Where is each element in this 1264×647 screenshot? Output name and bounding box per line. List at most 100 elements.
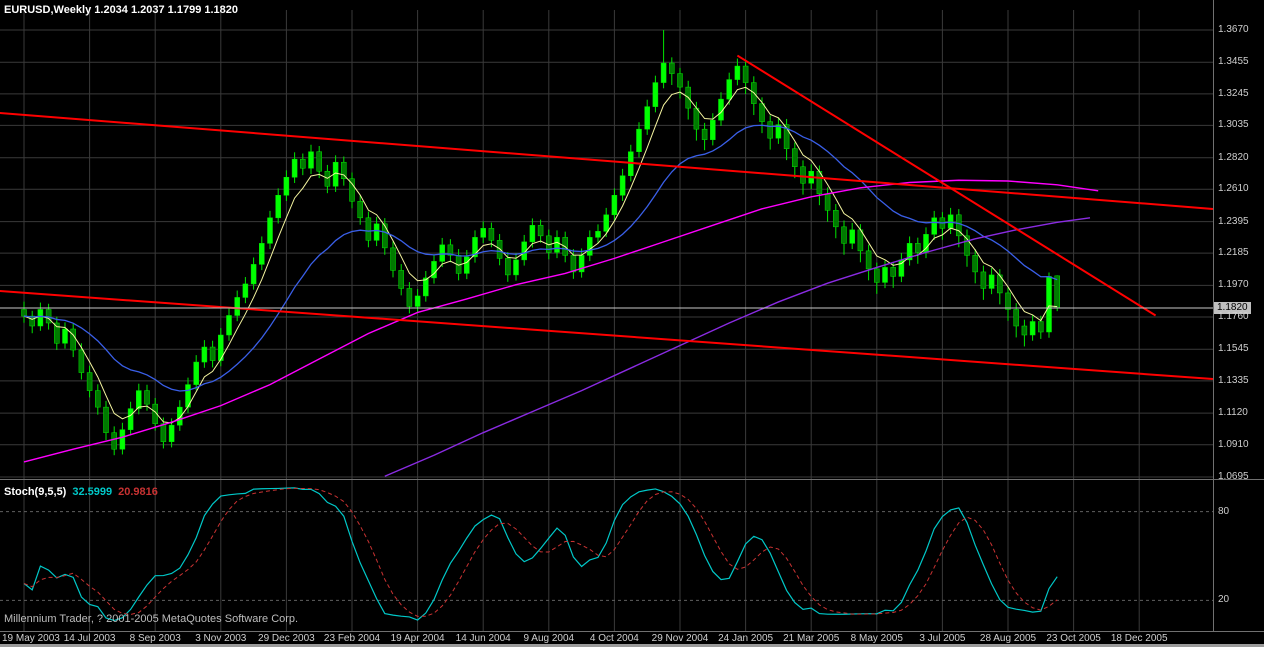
trendline [0, 111, 1214, 210]
stochastic-layer [23, 487, 1058, 622]
candle-body [488, 228, 495, 241]
candle-body [464, 256, 470, 274]
candle-body [78, 349, 85, 373]
candle-body [127, 408, 134, 430]
price-axis-label: 1.1120 [1218, 407, 1248, 419]
ma-slow-magenta-line [23, 179, 1099, 463]
candle-body [956, 214, 962, 237]
date-label: 4 Oct 2004 [589, 633, 639, 644]
candle-body [775, 124, 782, 139]
copyright-text: Millennium Trader, ? 2001-2005 MetaQuote… [4, 613, 299, 625]
candle-body [480, 228, 486, 238]
candle-body [882, 267, 888, 283]
candle-body [193, 361, 199, 385]
candle-body [988, 274, 995, 289]
candle-body [37, 309, 44, 327]
candle-body [619, 175, 626, 196]
date-label: 14 Jul 2003 [63, 633, 116, 644]
chart-title: EURUSD,Weekly 1.2034 1.2037 1.1799 1.182… [4, 4, 239, 16]
price-axis-label: 1.2395 [1218, 215, 1249, 227]
date-label: 19 Apr 2004 [390, 633, 445, 644]
candle-body [587, 237, 593, 256]
candle-body [160, 423, 167, 442]
stoch-d-line [23, 487, 1058, 617]
candle-body [652, 82, 659, 107]
candle-body [218, 334, 224, 361]
stoch-k-value: 32.5999 [72, 486, 113, 498]
candle-body [734, 65, 741, 80]
candle-body [529, 225, 536, 243]
candle-body [267, 217, 273, 244]
candle-body [759, 103, 765, 122]
date-label: 18 Dec 2005 [1110, 633, 1168, 644]
candle-body [800, 166, 806, 184]
candle-body [1054, 275, 1060, 309]
candle-body [906, 243, 913, 261]
candle-body [890, 267, 896, 277]
indicator-level-label: 80 [1218, 505, 1230, 517]
date-label: 9 Aug 2004 [523, 633, 575, 644]
candle-body [677, 73, 683, 88]
date-label: 19 May 2003 [2, 633, 60, 644]
candle-body [86, 372, 93, 391]
candle-body [300, 158, 306, 169]
candle-body [21, 309, 27, 317]
candle-body [144, 390, 150, 405]
candle-body [1005, 292, 1011, 310]
price-axis-label: 1.1970 [1218, 279, 1249, 291]
candle-body [595, 231, 601, 238]
candle-body [316, 151, 322, 172]
candle-body [414, 295, 421, 307]
date-label: 14 Jun 2004 [455, 633, 511, 644]
price-axis-label: 1.2610 [1218, 183, 1249, 195]
candle-body [447, 244, 454, 256]
candle-body [382, 223, 388, 249]
stoch-name: Stoch(9,5,5) [4, 486, 67, 498]
candle-body [1038, 321, 1044, 333]
stochastic-indicator-label: Stoch(9,5,5) 32.5999 20.9816 [4, 486, 158, 498]
price-axis-label: 1.3035 [1218, 119, 1249, 131]
candle-body [209, 346, 216, 361]
candle-body [824, 193, 831, 211]
candle-body [234, 297, 240, 316]
candle-body [693, 107, 700, 130]
candle-body [95, 390, 101, 408]
candle-body [792, 148, 798, 167]
candle-body [537, 225, 544, 237]
candle-body [865, 250, 872, 270]
date-label: 23 Feb 2004 [323, 633, 381, 644]
candle-body [783, 124, 790, 149]
ma-slowest-violet-line [384, 217, 1091, 477]
trendline-layer[interactable] [0, 54, 1214, 381]
candle-body [841, 226, 847, 244]
candle-body [406, 288, 413, 307]
candle-body [349, 178, 355, 202]
candle-body [513, 259, 519, 276]
candle-body [660, 62, 667, 83]
candle-body [423, 277, 429, 297]
candle-body [472, 237, 478, 258]
candle-body [373, 223, 380, 241]
candle-body [833, 210, 839, 228]
candle-body [1013, 309, 1019, 327]
candle-body [242, 283, 249, 298]
candle-body [29, 315, 35, 327]
candle-body [1021, 325, 1028, 336]
trendline [736, 54, 1157, 317]
candle-body [431, 261, 437, 279]
indicator-level-label: 20 [1218, 594, 1230, 606]
candle-body [177, 406, 183, 426]
candle-body [439, 244, 445, 262]
ma-layer [23, 86, 1099, 477]
date-label: 28 Aug 2005 [979, 633, 1037, 644]
candle-body [710, 119, 716, 140]
stoch-d-value: 20.9816 [118, 486, 158, 498]
candle-body [669, 62, 675, 74]
candle-body [505, 258, 511, 276]
candle-body [742, 65, 749, 83]
candle-body [201, 346, 208, 363]
candle-body [874, 268, 880, 283]
candle-body [398, 270, 404, 289]
